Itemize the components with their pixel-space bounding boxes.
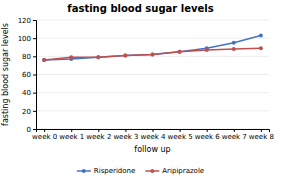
y-tick-label: 0 (27, 126, 31, 134)
legend-item: Risperidone (77, 167, 136, 175)
x-tick-mark (98, 129, 99, 132)
legend-marker (150, 169, 154, 173)
point (151, 53, 155, 57)
point (151, 53, 155, 57)
title: fasting blood sugar levels (67, 3, 213, 14)
y-tick-mark (33, 93, 36, 94)
y-tick-label: 60 (22, 71, 31, 79)
series (42, 46, 263, 62)
y-axis-title: fasting blood sugar levels (1, 23, 10, 126)
x-tick-mark (44, 129, 45, 132)
point (178, 50, 182, 54)
x-tick-mark (207, 129, 208, 132)
x-tick-label: week 2 (86, 133, 111, 141)
x-tick-mark (71, 129, 72, 132)
point (205, 48, 209, 52)
legend-label: Aripiprazole (162, 167, 204, 175)
point (69, 55, 73, 59)
x-tick: week 6 (195, 129, 221, 141)
grid-line (36, 38, 269, 39)
y-tick: 60 (22, 71, 36, 79)
y-tick-label: 40 (22, 89, 31, 97)
y-tick: 80 (22, 53, 36, 61)
x-axis: week 0week 1week 2week 3week 4week 5week… (32, 129, 274, 141)
x-tick-label: week 4 (140, 133, 166, 141)
legend-item: Aripiprazole (145, 167, 204, 175)
y-tick-mark (33, 75, 36, 76)
x-tick: week 5 (168, 129, 193, 141)
x-tick-label: week 7 (222, 133, 247, 141)
point (259, 46, 263, 50)
y-tick: 120 (18, 17, 36, 25)
y-tick-label: 80 (22, 53, 31, 61)
point (232, 47, 236, 51)
y-tick-mark (33, 38, 36, 39)
y-tick-mark (33, 129, 36, 130)
line (44, 48, 261, 60)
grid (36, 20, 269, 129)
point (123, 53, 127, 57)
x-tick-label: week 8 (249, 133, 274, 141)
x-tick-label: week 1 (59, 133, 84, 141)
plot-area: 020406080100120week 0week 1week 2week 3w… (18, 17, 274, 141)
x-tick-label: week 5 (168, 133, 193, 141)
y-tick-label: 20 (22, 108, 31, 116)
x-tick: week 7 (222, 129, 247, 141)
y-tick-mark (33, 111, 36, 112)
x-tick-mark (153, 129, 154, 132)
point (42, 58, 46, 62)
legend-marker (82, 169, 86, 173)
y-tick: 40 (22, 89, 36, 97)
x-tick: week 8 (249, 129, 274, 141)
point (96, 55, 100, 59)
grid-line (36, 20, 269, 21)
legend-label: Risperidone (94, 167, 136, 175)
x-tick: week 4 (140, 129, 166, 141)
y-tick: 20 (22, 108, 36, 116)
x-tick: week 0 (32, 129, 57, 141)
y-tick-mark (33, 56, 36, 57)
y-tick-label: 120 (18, 17, 31, 25)
point (178, 50, 182, 54)
x-tick-mark (261, 129, 262, 132)
point (96, 55, 100, 59)
y-axis-line (33, 21, 37, 130)
x-axis-title: follow up (134, 145, 170, 154)
series-layer (42, 33, 263, 62)
grid-line (36, 110, 269, 111)
series (42, 33, 263, 62)
point (42, 58, 46, 62)
point (232, 41, 236, 45)
x-tick: week 2 (86, 129, 111, 141)
x-tick-mark (125, 129, 126, 132)
grid-line (36, 92, 269, 93)
line (44, 35, 261, 60)
x-tick-label: week 3 (113, 133, 138, 141)
y-tick-mark (33, 20, 36, 21)
x-tick: week 1 (59, 129, 84, 141)
point (123, 53, 127, 57)
x-tick: week 3 (113, 129, 138, 141)
x-tick-label: week 0 (32, 133, 57, 141)
grid-line (36, 74, 269, 75)
chart: fasting blood sugar levels 0 20 40 60 80 100 12… (0, 0, 281, 179)
point (259, 33, 263, 37)
x-tick-mark (234, 129, 235, 132)
y-tick-label: 100 (18, 35, 31, 43)
y-tick: 100 (18, 35, 36, 43)
x-tick-mark (180, 129, 181, 132)
x-axis-line (37, 130, 270, 133)
x-tick-label: week 6 (195, 133, 221, 141)
y-axis: 0 20 40 60 80 100 120 (18, 17, 37, 134)
legend: Risperidone Aripiprazole (77, 167, 204, 175)
